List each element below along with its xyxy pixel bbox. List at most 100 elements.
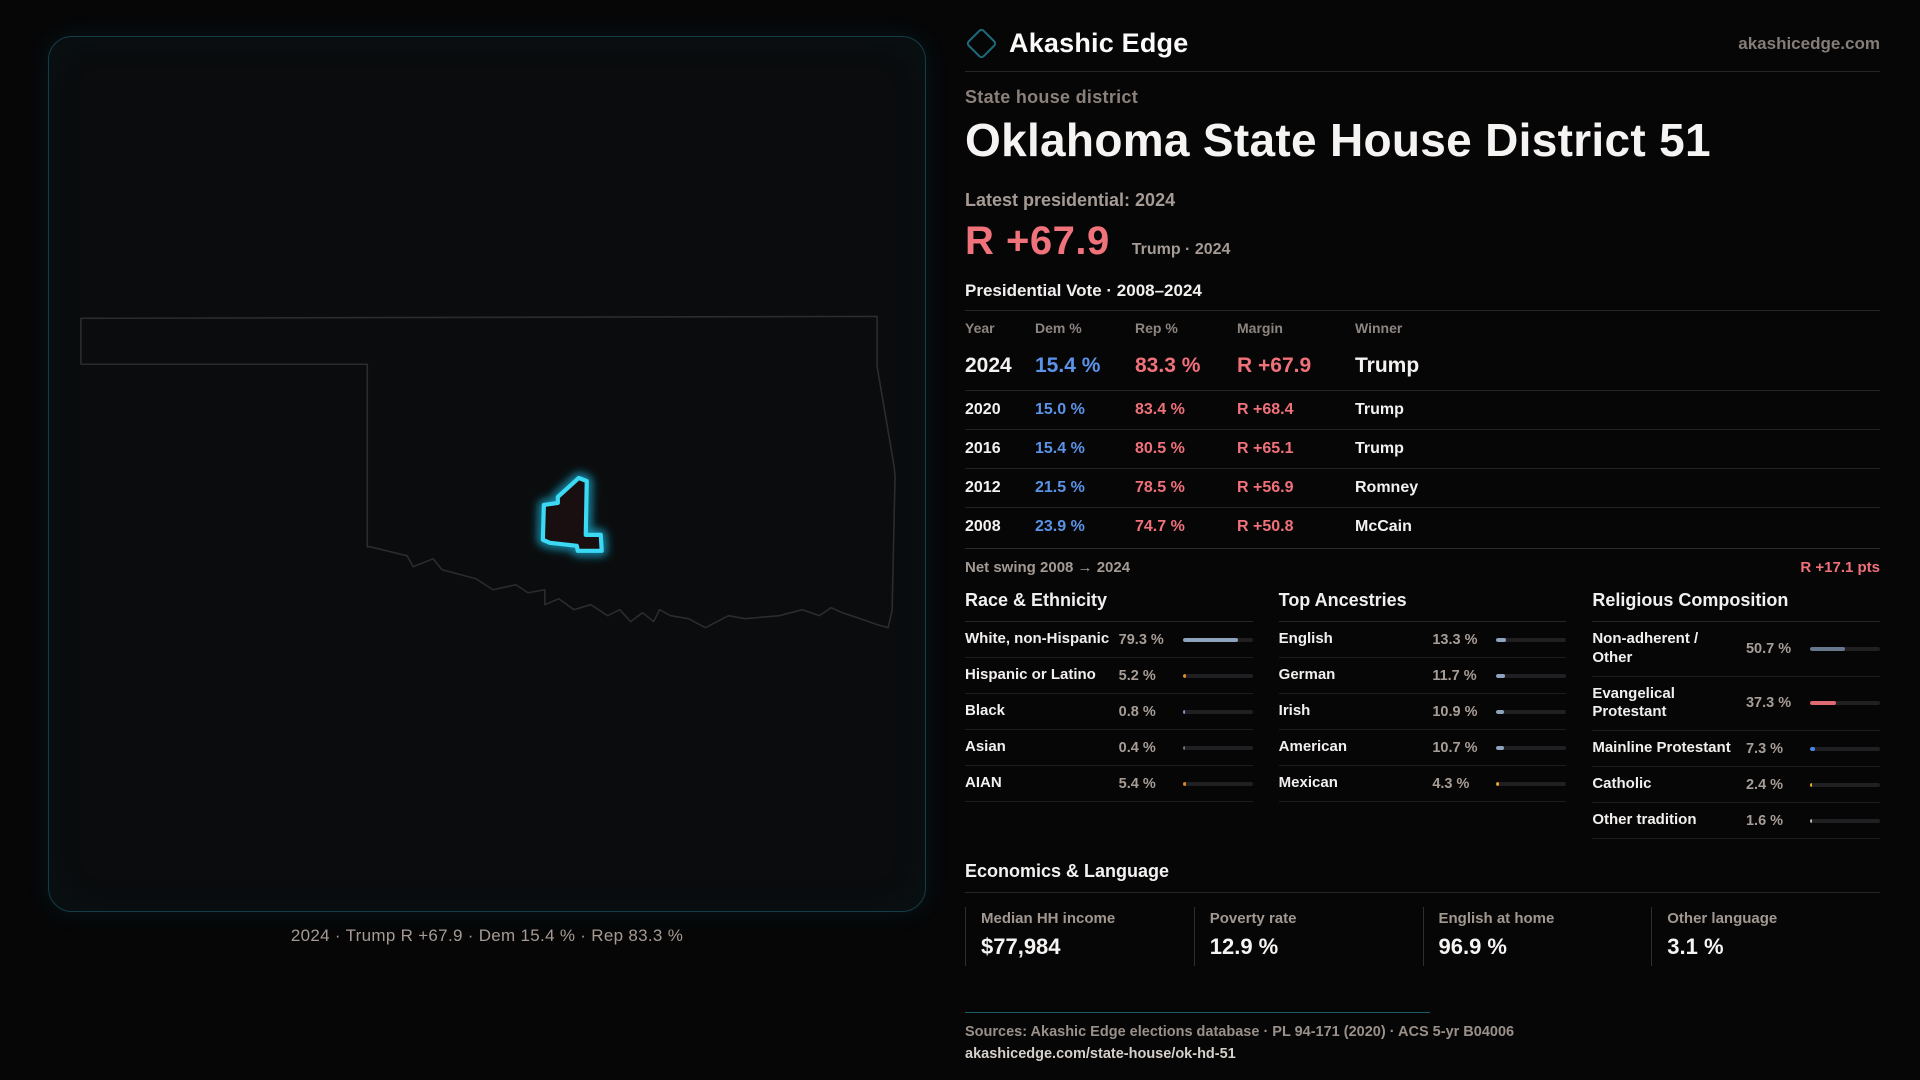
demo-section: Top Ancestries English 13.3 % German 11.7 % I…: [1278, 590, 1567, 839]
vote-cell-winner: Trump: [1355, 440, 1404, 457]
demo-bar-track: [1496, 637, 1567, 642]
vote-cell-year: 2012: [965, 479, 1001, 496]
demo-row: White, non-Hispanic 79.3 %: [965, 622, 1253, 658]
margin-headline: R +67.9 Trump · 2024: [965, 219, 1880, 264]
net-swing-value: R +17.1 pts: [1800, 559, 1880, 576]
demo-row-label: English: [1278, 630, 1333, 648]
demo-row: Asian 0.4 %: [965, 730, 1253, 766]
demo-row-value: 13.3 %: [1432, 631, 1478, 648]
demo-row-label: German: [1278, 666, 1336, 684]
stat-value: 3.1 %: [1667, 934, 1724, 959]
demo-bar-fill: [1496, 781, 1500, 786]
vote-cell-dem: 23.9 %: [1035, 518, 1085, 535]
demo-bar-fill: [1496, 745, 1504, 750]
vote-table-divider: [965, 310, 1880, 311]
margin-value: R +67.9: [965, 219, 1110, 263]
page-title: Oklahoma State House District 51: [965, 114, 1711, 166]
district-map-panel: [48, 36, 926, 912]
demo-bar-track: [1182, 673, 1253, 678]
demo-bar-fill: [1809, 818, 1812, 823]
demo-row-value: 0.8 %: [1118, 703, 1156, 720]
stat-value: 96.9 %: [1438, 934, 1508, 959]
vote-cell-dem: 15.0 %: [1035, 401, 1085, 418]
vote-cell-winner: Trump: [1355, 401, 1404, 418]
column-header-margin: Margin: [1237, 320, 1283, 336]
demo-row-label: Other tradition: [1592, 811, 1697, 829]
demo-bar-track: [1809, 746, 1880, 751]
demo-row: German 11.7 %: [1278, 658, 1567, 694]
demo-row-label: Hispanic or Latino: [965, 666, 1096, 684]
header-divider: [965, 71, 1880, 72]
vote-cell-winner: Trump: [1355, 354, 1420, 377]
vote-cell-margin: R +68.4: [1237, 401, 1294, 418]
demo-row-value: 4.3 %: [1432, 775, 1470, 792]
economics-stat: Poverty rate 12.9 %: [1193, 907, 1423, 966]
demo-row-label: American: [1278, 738, 1348, 756]
diamond-outline-icon: [965, 27, 998, 60]
column-header-year: Year: [965, 320, 995, 336]
footer: Sources: Akashic Edge elections database…: [965, 1012, 1880, 1063]
brand-site-link[interactable]: akashicedge.com: [1738, 33, 1880, 53]
vote-cell-rep: 83.4 %: [1135, 401, 1185, 418]
demo-row-label: Irish: [1278, 702, 1311, 720]
demo-bar-fill: [1809, 782, 1812, 787]
demo-row: Mainline Protestant 7.3 %: [1592, 731, 1880, 767]
vote-cell-year: 2016: [965, 440, 1001, 457]
demo-row-label: Evangelical Protestant: [1592, 684, 1675, 721]
district-report: Akashic Edge akashicedge.com State house…: [965, 27, 1880, 1063]
district-kicker: State house district: [965, 87, 1139, 107]
district-shape[interactable]: [540, 475, 604, 553]
stat-label: Poverty rate: [1209, 910, 1297, 927]
vote-cell-margin: R +50.8: [1237, 518, 1294, 535]
vote-cell-rep: 78.5 %: [1135, 479, 1185, 496]
demo-row-value: 11.7 %: [1432, 667, 1477, 684]
vote-table-row: 2008 23.9 % 74.7 % R +50.8 McCain: [965, 507, 1880, 546]
demo-row: Mexican 4.3 %: [1278, 766, 1567, 802]
economics-divider: [965, 892, 1880, 893]
demo-row-value: 10.9 %: [1432, 703, 1478, 720]
column-header-winner: Winner: [1355, 320, 1403, 336]
demo-bar-track: [1182, 745, 1253, 750]
vote-table-row: 2012 21.5 % 78.5 % R +56.9 Romney: [965, 468, 1880, 507]
vote-cell-margin: R +56.9: [1237, 479, 1294, 496]
vote-cell-rep: 83.3 %: [1135, 354, 1201, 377]
vote-cell-dem: 15.4 %: [1035, 354, 1101, 377]
footer-permalink[interactable]: akashicedge.com/state-house/ok-hd-51: [965, 1046, 1236, 1062]
demo-row-label: Catholic: [1592, 775, 1652, 793]
economics-grid: Median HH income $77,984 Poverty rate 12.9 …: [965, 907, 1880, 966]
demo-bar-track: [1496, 709, 1567, 714]
demo-row: Catholic 2.4 %: [1592, 767, 1880, 803]
map-caption: 2024 · Trump R +67.9 · Dem 15.4 % · Rep …: [290, 926, 684, 945]
demo-row-value: 7.3 %: [1745, 740, 1784, 757]
demo-bar-track: [1182, 781, 1253, 786]
vote-cell-year: 2024: [965, 354, 1012, 377]
column-header-rep: Rep %: [1135, 320, 1178, 336]
economics-title: Economics & Language: [965, 861, 1170, 881]
demo-row: Hispanic or Latino 5.2 %: [965, 658, 1253, 694]
demo-row: Irish 10.9 %: [1278, 694, 1567, 730]
demo-row-label: Black: [965, 702, 1006, 720]
margin-note: Trump · 2024: [1131, 241, 1231, 258]
demo-row: Other tradition 1.6 %: [1592, 803, 1880, 839]
demo-bar-track: [1809, 701, 1880, 706]
latest-presidential-label: Latest presidential: 2024: [965, 190, 1176, 210]
demo-row-value: 10.7 %: [1432, 739, 1478, 756]
demo-bar-fill: [1496, 709, 1504, 714]
demo-section: Race & Ethnicity White, non-Hispanic 79.3 …: [965, 590, 1253, 839]
demo-row: American 10.7 %: [1278, 730, 1567, 766]
demo-bar-fill: [1182, 673, 1187, 678]
vote-cell-year: 2008: [965, 518, 1001, 535]
demo-row-value: 50.7 %: [1745, 640, 1792, 657]
demo-bar-fill: [1809, 646, 1846, 651]
demo-row-value: 79.3 %: [1118, 631, 1164, 648]
demo-row: Black 0.8 %: [965, 694, 1253, 730]
vote-cell-rep: 80.5 %: [1135, 440, 1185, 457]
brand-name: Akashic Edge: [1009, 28, 1189, 58]
demo-row-value: 0.4 %: [1118, 739, 1156, 756]
economics-stat: Other language 3.1 %: [1651, 907, 1880, 966]
stat-label: English at home: [1438, 910, 1555, 927]
stat-label: Other language: [1667, 910, 1778, 927]
vote-cell-rep: 74.7 %: [1135, 518, 1185, 535]
demo-row-value: 5.4 %: [1118, 775, 1156, 792]
footer-sources: Sources: Akashic Edge elections database…: [965, 1024, 1515, 1040]
